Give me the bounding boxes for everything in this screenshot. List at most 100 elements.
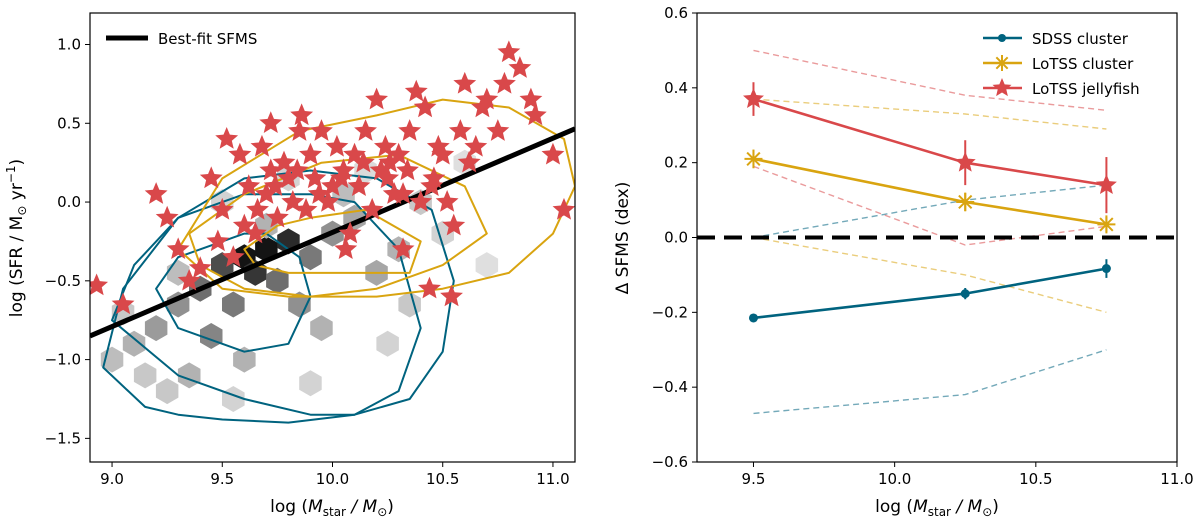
jellyfish-star xyxy=(259,111,283,133)
jellyfish-star xyxy=(354,119,377,141)
left-ticks: 9.0 9.5 10.0 10.5 11.0 −1.5 −1.0 −0.5 0.0 0.5 1.0 xyxy=(45,36,570,488)
legend-x-star xyxy=(994,55,1010,71)
y-tick-label: −0.4 xyxy=(652,378,688,396)
jellyfish-star xyxy=(404,79,428,102)
x-tick-label: 10.5 xyxy=(426,470,459,488)
x-tick-label: 10.0 xyxy=(316,470,349,488)
contour-line xyxy=(111,193,422,416)
jellyfish-star xyxy=(316,190,340,212)
data-point xyxy=(954,151,976,172)
scatter-band-lower xyxy=(753,165,1107,246)
right-xlabel: log (Mstar / M⊙) xyxy=(875,497,999,519)
y-tick-label: 1.0 xyxy=(57,36,81,54)
data-point xyxy=(960,289,970,299)
jellyfish-star xyxy=(519,87,543,110)
hexbin-cell xyxy=(376,330,399,357)
jellyfish-star xyxy=(396,158,419,181)
jellyfish-star xyxy=(464,134,488,157)
contour-line xyxy=(188,153,488,298)
jellyfish-star xyxy=(453,71,477,94)
jellyfish-star xyxy=(294,197,318,220)
y-tick-label: 0.2 xyxy=(664,154,688,172)
y-tick-label: 0.4 xyxy=(664,79,688,97)
jellyfish-star xyxy=(457,150,481,173)
left-ylabel: log (SFR / M⊙ yr−1) xyxy=(4,159,29,317)
contour-line xyxy=(177,98,575,298)
jellyfish-star xyxy=(285,158,309,181)
jellyfish-star xyxy=(552,197,575,220)
jellyfish-star xyxy=(177,268,201,291)
hexbin-cell xyxy=(177,362,201,389)
series-line xyxy=(753,267,1107,320)
jellyfish-star xyxy=(303,166,327,189)
left-panel: 9.0 9.5 10.0 10.5 11.0−1.5−1.0−0.50.00.51.0 … xyxy=(4,12,576,519)
hexbin-cell xyxy=(155,378,179,405)
jellyfish-star xyxy=(310,119,333,141)
legend-label-lotss: LoTSS cluster xyxy=(1032,55,1134,73)
data-point xyxy=(956,192,975,211)
jellyfish-star xyxy=(508,56,532,78)
jellyfish-star xyxy=(486,119,510,141)
jellyfish-star xyxy=(325,134,349,157)
jellyfish-star xyxy=(288,119,311,141)
data-point xyxy=(744,149,763,168)
best-fit-sfms-line xyxy=(90,126,575,339)
hexbin-cell xyxy=(122,330,146,357)
jellyfish-star xyxy=(374,134,397,157)
jellyfish-star xyxy=(329,166,353,189)
legend-marker-lotss xyxy=(994,55,1010,71)
x-tick-label: 9.5 xyxy=(210,470,234,488)
contour-line xyxy=(243,208,422,274)
data-point xyxy=(1101,264,1111,274)
right-ylabel: Δ SFMS (dex) xyxy=(613,182,633,295)
jellyfish-star xyxy=(243,221,267,244)
jellyfish-star xyxy=(250,134,274,157)
jellyfish-star xyxy=(246,197,269,220)
jellyfish-star xyxy=(290,103,314,126)
data-point xyxy=(1095,174,1117,195)
jellyfish-star xyxy=(215,127,239,149)
data-point xyxy=(748,313,758,323)
series-line xyxy=(753,157,1107,226)
jellyfish-star xyxy=(413,95,437,118)
jellyfish-star xyxy=(523,103,547,126)
left-xlabel: log (Mstar / M⊙) xyxy=(270,497,394,519)
x-tick-label: 10.5 xyxy=(1019,470,1052,488)
jellyfish-star xyxy=(237,174,261,197)
hexbin-cell xyxy=(299,244,322,271)
y-tick-label: −1.0 xyxy=(45,351,81,369)
legend-label-sdss: SDSS cluster xyxy=(1032,30,1129,48)
jellyfish-star xyxy=(334,237,358,260)
jellyfish-star xyxy=(440,284,463,307)
jellyfish-star xyxy=(448,119,472,141)
jellyfish-star xyxy=(206,229,230,252)
jellyfish-star xyxy=(409,190,433,212)
legend-marker-jellyfish xyxy=(992,78,1012,97)
legend-label-fit: Best-fit SFMS xyxy=(158,30,257,48)
jellyfish-star xyxy=(338,221,362,244)
scatter-band-upper xyxy=(753,184,1107,239)
hexbin-cell xyxy=(222,386,245,412)
jellyfish-star xyxy=(166,237,190,260)
jellyfish-star xyxy=(90,273,109,296)
y-tick-label: −0.2 xyxy=(652,303,688,321)
jellyfish-star xyxy=(418,276,441,299)
legend-star xyxy=(992,78,1012,97)
y-tick-label: 0.0 xyxy=(57,193,81,211)
hexbin-cell xyxy=(475,252,499,279)
jellyfish-stars xyxy=(90,40,575,315)
hexbin-cell xyxy=(288,291,311,318)
jellyfish-star xyxy=(442,213,466,236)
scatter-band-lower xyxy=(753,349,1107,415)
jellyfish-star xyxy=(391,182,415,204)
jellyfish-star xyxy=(188,256,212,278)
scatter-bands xyxy=(753,49,1107,415)
jellyfish-star xyxy=(398,119,422,141)
jellyfish-star xyxy=(155,205,179,228)
jellyfish-star xyxy=(541,142,565,165)
jellyfish-star xyxy=(475,87,499,110)
right-ticks: 9.5 10.0 10.5 11.0 −0.6 −0.4 −0.2 0.0 0.2 0.4 0.6 xyxy=(652,4,1194,488)
jellyfish-star xyxy=(199,166,223,189)
jellyfish-star xyxy=(493,71,516,94)
jellyfish-star xyxy=(263,174,287,197)
